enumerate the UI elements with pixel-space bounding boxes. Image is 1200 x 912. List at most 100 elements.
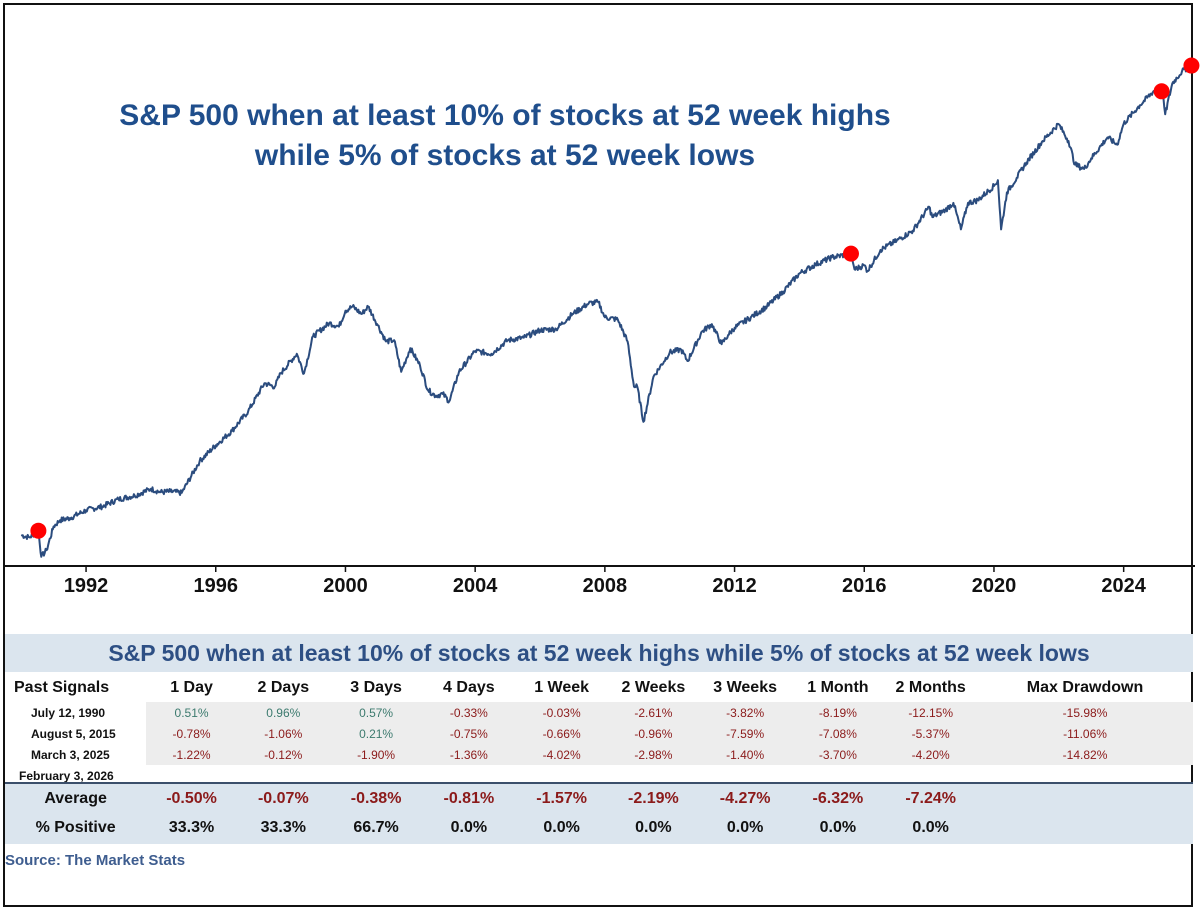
summary-cell: 0.0% <box>726 818 764 836</box>
source-note: Source: The Market Stats <box>5 852 186 869</box>
summary-cell: -1.57% <box>536 789 587 807</box>
table-cell: -7.59% <box>698 723 792 744</box>
column-header: Max Drawdown <box>1026 679 1144 696</box>
column-header: Past Signals <box>14 679 110 696</box>
summary-cell: -0.50% <box>166 789 217 807</box>
x-tick-label: 2016 <box>842 575 887 597</box>
table-cell: -0.66% <box>515 723 608 744</box>
column-header: 1 Day <box>170 679 213 696</box>
table-cell: -15.98% <box>977 702 1193 723</box>
table-cell: -0.33% <box>422 702 516 723</box>
table-cell: -1.22% <box>146 744 237 765</box>
x-tick-label: 2000 <box>323 575 368 597</box>
x-tick-label: 2004 <box>453 575 498 597</box>
chart-title-line-2: while 5% of stocks at 52 week lows <box>254 139 756 172</box>
row-label: July 12, 1990 <box>31 705 106 720</box>
table-cell: -0.03% <box>515 702 608 723</box>
x-ticks: 1992 1996 2000 2004 2008 2012 2016 2020 2024 <box>64 566 1147 597</box>
table-cell: -2.61% <box>608 702 699 723</box>
x-tick-label: 2008 <box>583 575 628 597</box>
table-cell: -1.06% <box>236 723 330 744</box>
chart: 1992 1996 2000 2004 2008 2012 2016 2020 2024 <box>5 57 1200 597</box>
table-cell: -0.12% <box>236 744 330 765</box>
summary-cell: 0.0% <box>543 818 580 836</box>
summary-cell: -0.81% <box>443 789 495 807</box>
table-cell: -14.82% <box>977 744 1193 765</box>
table-cell: 0.21% <box>329 723 423 744</box>
table-cell: -11.06% <box>977 723 1193 744</box>
summary-cell: 0.0% <box>450 818 488 836</box>
table-row: August 5, 2015 -0.78% -1.06% 0.21% -0.75% -0.… <box>5 723 1193 744</box>
table-cell: -1.90% <box>329 744 423 765</box>
column-header: 3 Days <box>350 679 402 696</box>
column-header: 2 Weeks <box>621 679 686 696</box>
summary-cell: 0.0% <box>912 818 949 836</box>
table-cell: -7.08% <box>791 723 885 744</box>
column-header: 1 Month <box>807 679 869 696</box>
summary-cell: 0.0% <box>819 818 857 836</box>
positive-row: % Positive 33.3% 33.3% 66.7% 0.0% 0.0% 0.0% 0.0… <box>5 813 1193 842</box>
x-tick-label: 2012 <box>712 575 757 597</box>
table-cell: -2.98% <box>608 744 699 765</box>
summary-cell: 33.3% <box>260 818 306 836</box>
series-line-sp500 <box>20 63 1193 558</box>
signals-table: Past Signals 1 Day 2 Days 3 Days 4 Days 1 Wee… <box>5 674 1193 786</box>
signal-marker <box>1183 57 1200 74</box>
column-header: 1 Week <box>534 679 590 696</box>
summary-cell: -2.19% <box>628 789 679 807</box>
table-header-row: Past Signals 1 Day 2 Days 3 Days 4 Days 1 Wee… <box>5 674 1193 702</box>
table-cell: -1.36% <box>422 744 516 765</box>
table-cell: -3.82% <box>698 702 792 723</box>
table-cell: -5.37% <box>884 723 978 744</box>
x-tick-label: 1996 <box>194 575 239 597</box>
signal-marker <box>842 245 859 262</box>
row-label: August 5, 2015 <box>31 726 116 741</box>
signal-markers <box>30 57 1200 539</box>
x-tick-label: 2024 <box>1101 575 1146 597</box>
table-cell: -0.78% <box>146 723 237 744</box>
table-cell: 0.51% <box>146 702 237 723</box>
column-header: 2 Months <box>895 679 966 696</box>
table-row: March 3, 2025 -1.22% -0.12% -1.90% -1.36% -4.… <box>5 744 1193 765</box>
table-cell: 0.57% <box>329 702 423 723</box>
table-cell: 0.96% <box>236 702 330 723</box>
table-cell: -1.40% <box>698 744 792 765</box>
summary-cell: 33.3% <box>168 818 215 836</box>
table-cell: -0.75% <box>422 723 516 744</box>
chart-title: S&P 500 when at least 10% of stocks at 5… <box>30 96 980 176</box>
x-tick-label: 1992 <box>64 575 109 597</box>
column-header: 4 Days <box>443 679 495 696</box>
summary-cell <box>977 813 1193 842</box>
signal-marker <box>30 522 47 539</box>
signal-marker <box>1153 83 1170 100</box>
column-header: 3 Weeks <box>713 679 777 696</box>
summary-panel: Average -0.50% -0.07% -0.38% -0.81% -1.57% -2.… <box>5 782 1193 844</box>
table-cell: -3.70% <box>791 744 885 765</box>
table-title: S&P 500 when at least 10% of stocks at 5… <box>5 634 1193 672</box>
summary-cell: -7.24% <box>905 789 957 807</box>
table-cell: -4.02% <box>515 744 608 765</box>
summary-cell: 0.0% <box>635 818 672 836</box>
table-cell: -0.96% <box>608 723 699 744</box>
row-label: February 3, 2026 <box>19 768 114 783</box>
row-label: March 3, 2025 <box>31 747 110 762</box>
summary-cell: -0.38% <box>350 789 402 807</box>
summary-cell: -4.27% <box>719 789 771 807</box>
table-cell: -12.15% <box>884 702 978 723</box>
table-row: February 3, 2026 <box>5 765 1193 786</box>
summary-cell <box>977 784 1193 813</box>
x-tick-label: 2020 <box>972 575 1017 597</box>
average-row: Average -0.50% -0.07% -0.38% -0.81% -1.57% -2.… <box>5 784 1193 813</box>
table-row: July 12, 1990 0.51% 0.96% 0.57% -0.33% -0.03%… <box>5 702 1193 723</box>
chart-title-line-1: S&P 500 when at least 10% of stocks at 5… <box>119 99 891 132</box>
summary-table: Average -0.50% -0.07% -0.38% -0.81% -1.57% -2.… <box>5 784 1193 842</box>
table-cell: -4.20% <box>884 744 978 765</box>
table-cell: -8.19% <box>791 702 885 723</box>
summary-cell: -6.32% <box>812 789 864 807</box>
summary-cell: -0.07% <box>257 789 309 807</box>
summary-label: % Positive <box>35 818 116 836</box>
summary-cell: 66.7% <box>353 818 399 836</box>
figure-frame <box>3 3 1193 907</box>
column-header: 2 Days <box>257 679 310 696</box>
summary-label: Average <box>44 789 107 807</box>
